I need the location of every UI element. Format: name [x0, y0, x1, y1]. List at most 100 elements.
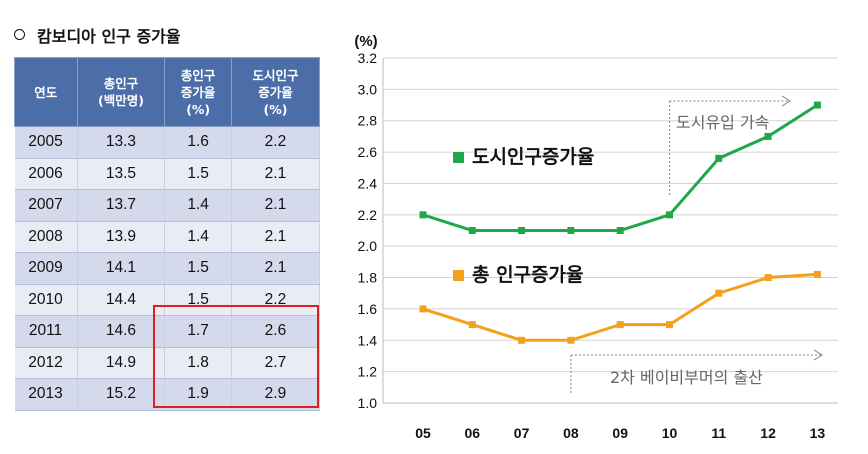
y-tick-label: 1.0: [358, 395, 378, 411]
table-cell: 13.7: [77, 189, 166, 222]
table-cell: 15.2: [77, 378, 166, 411]
table-cell: 1.5: [164, 252, 232, 285]
table-cell: 2010: [14, 284, 78, 316]
table-row: 2005 13.3 1.6 2.2: [14, 126, 321, 159]
header-line: 연도: [34, 84, 58, 100]
y-tick-label: 1.8: [358, 270, 378, 286]
y-tick-label: 2.0: [358, 238, 378, 254]
header-line: 총인구: [180, 67, 216, 83]
data-point: [567, 336, 575, 344]
header-line: (%): [186, 101, 211, 117]
x-tick-label: 11: [711, 425, 726, 441]
table-cell: 1.6: [164, 126, 232, 159]
y-tick-label: 3.2: [358, 50, 378, 66]
population-table: 연도 총인구 (백만명) 총인구 증가율 (%) 도시인구 증가율 (%) 2005 13.3 1.…: [14, 57, 321, 411]
table-row: 2013 15.2 1.9 2.9: [14, 378, 321, 411]
annotation-text: 2차 베이비부머의 출산: [610, 368, 763, 387]
table-cell: 14.4: [77, 284, 166, 316]
table-cell: 1.9: [164, 378, 232, 411]
x-tick-label: 06: [465, 425, 481, 441]
data-point: [518, 336, 526, 344]
table-cell: 2012: [14, 347, 78, 379]
header-line: 증가율: [180, 84, 216, 100]
table-cell: 2.2: [231, 284, 321, 316]
table-row: 2009 14.1 1.5 2.1: [14, 252, 321, 285]
table-cell: 13.9: [77, 221, 166, 253]
x-tick-label: 09: [612, 425, 628, 441]
table-row: 2006 13.5 1.5 2.1: [14, 158, 321, 190]
table-cell: 13.5: [77, 158, 166, 190]
y-tick-label: 2.2: [358, 207, 378, 223]
table-cell: 1.5: [164, 284, 232, 316]
data-point: [764, 274, 772, 282]
x-tick-label: 07: [514, 425, 530, 441]
data-point: [616, 227, 624, 234]
table-cell: 14.6: [77, 315, 166, 348]
table-row: 2007 13.7 1.4 2.1: [14, 189, 321, 222]
table-cell: 1.4: [164, 221, 232, 253]
x-tick-label: 08: [563, 425, 579, 441]
table-header-0: 연도: [14, 57, 78, 127]
data-point: [813, 101, 821, 109]
table-row: 2008 13.9 1.4 2.1: [14, 221, 321, 253]
table-cell: 1.7: [164, 315, 232, 348]
header-line: 총인구: [103, 76, 139, 91]
data-point: [715, 154, 723, 162]
table-row: 2012 14.9 1.8 2.7: [14, 347, 321, 379]
data-point: [419, 211, 427, 219]
annotation-text: 도시유입 가속: [676, 113, 769, 132]
y-tick-label: 1.6: [358, 301, 378, 317]
table-cell: 2008: [14, 221, 78, 253]
data-point: [518, 227, 526, 234]
y-tick-label: 1.4: [358, 332, 378, 348]
x-tick-label: 10: [662, 425, 678, 441]
table-cell: 1.4: [164, 189, 232, 222]
x-tick-label: 13: [810, 425, 826, 441]
data-point: [468, 227, 476, 234]
table-cell: 2.1: [231, 252, 321, 285]
y-tick-label: 2.6: [358, 144, 378, 160]
y-tick-label: 1.2: [358, 364, 378, 380]
legend-label-1: 총 인구증가율: [472, 264, 584, 286]
table-header-row: 연도 총인구 (백만명) 총인구 증가율 (%) 도시인구 증가율 (%): [14, 57, 321, 127]
x-tick-label: 05: [415, 425, 431, 441]
arrow-head-icon: [781, 95, 792, 107]
table-cell: 2013: [14, 378, 78, 411]
page-title: 캄보디아 인구 증가율: [14, 23, 181, 47]
table-cell: 2.1: [231, 189, 321, 222]
header-line: (백만명): [97, 93, 144, 108]
data-point: [666, 211, 673, 219]
table-cell: 2.9: [231, 378, 321, 411]
highlight-box: [153, 305, 319, 408]
data-point: [468, 321, 476, 329]
legend-label-0: 도시인구증가율: [472, 146, 594, 168]
bullet-icon: [14, 29, 25, 40]
table-cell: 2.2: [231, 126, 321, 159]
header-line: 도시인구: [252, 67, 299, 83]
table-cell: 2.1: [231, 221, 321, 253]
y-tick-label: 3.0: [358, 81, 378, 97]
y-tick-label: 2.8: [358, 113, 378, 129]
table-cell: 1.5: [164, 158, 232, 190]
legend-marker-1: [453, 270, 464, 281]
y-tick-label: 2.4: [358, 175, 378, 191]
y-axis-label: (%): [354, 33, 377, 50]
data-point: [813, 270, 821, 278]
table-cell: 2011: [14, 315, 78, 348]
data-point: [666, 321, 673, 329]
x-tick-label: 12: [760, 425, 776, 441]
table-cell: 2005: [14, 126, 78, 159]
table-row: 2011 14.6 1.7 2.6: [14, 315, 321, 348]
page-title-text: 캄보디아 인구 증가율: [37, 27, 181, 46]
table-cell: 2.6: [231, 315, 321, 348]
table-body: 2005 13.3 1.6 2.2 2006 13.5 1.5 2.1 2007 13.7 1.4 2…: [14, 126, 321, 411]
table-cell: 2009: [14, 252, 78, 285]
table-cell: 2006: [14, 158, 78, 190]
data-point: [764, 132, 772, 140]
table-cell: 14.9: [77, 347, 166, 379]
table-header-3: 도시인구 증가율 (%): [230, 57, 321, 127]
legend-marker-0: [453, 152, 464, 163]
data-point: [419, 305, 427, 313]
data-point: [616, 321, 624, 329]
table-cell: 2.7: [231, 347, 321, 379]
